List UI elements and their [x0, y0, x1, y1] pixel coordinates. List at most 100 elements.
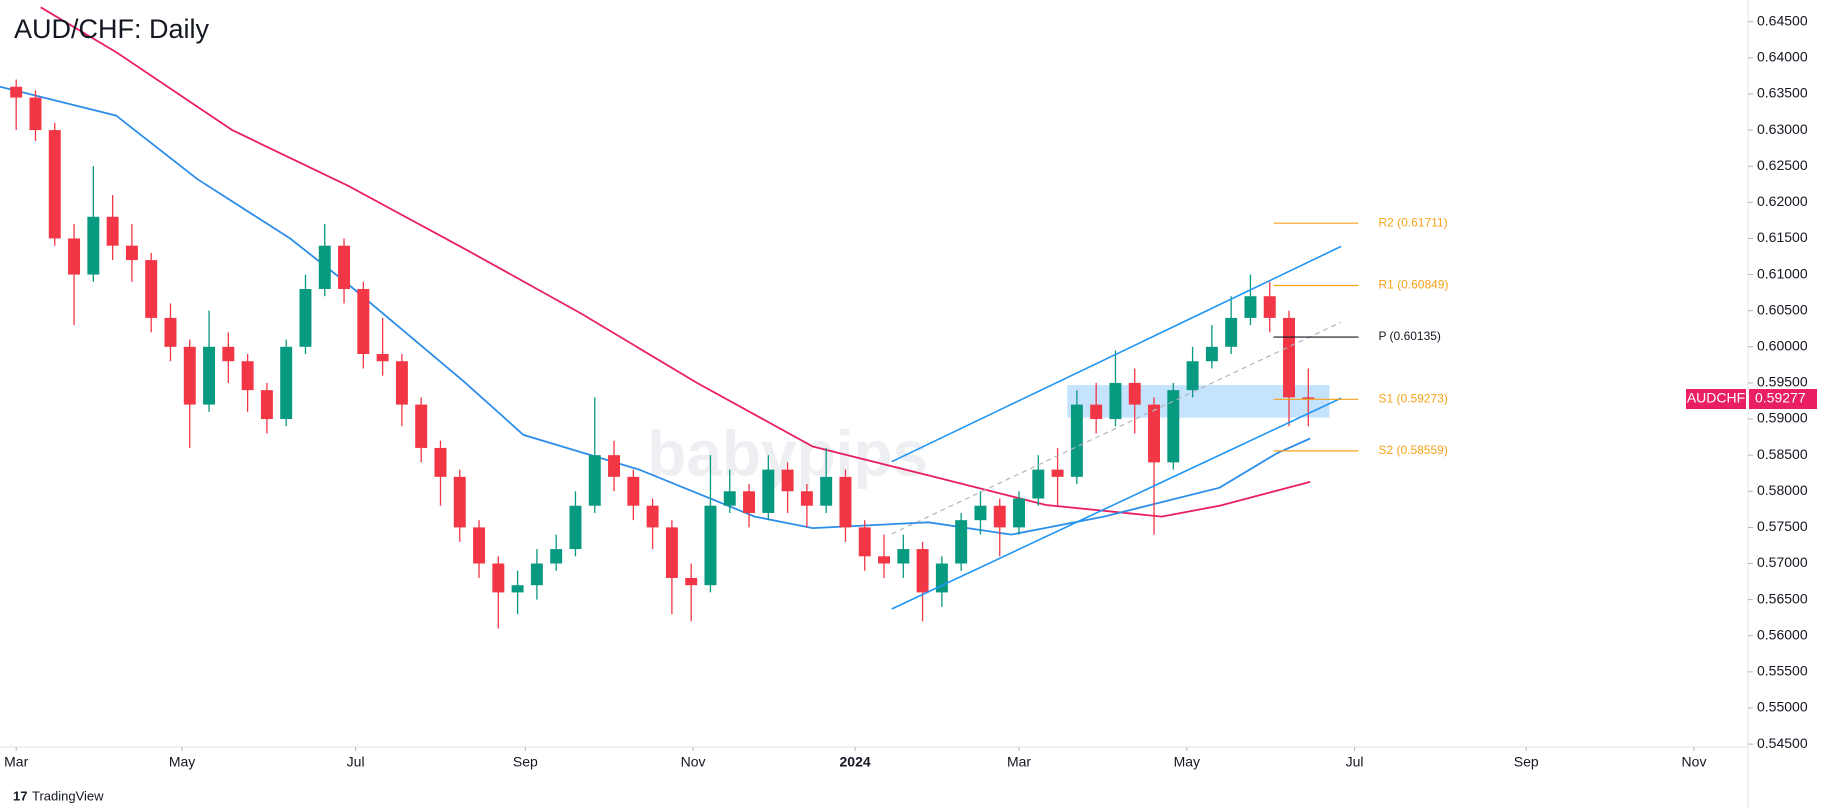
y-tick-label: 0.60000: [1757, 338, 1808, 354]
x-tick-label: Mar: [4, 754, 28, 770]
candle-body: [1263, 296, 1276, 318]
candle-body: [453, 476, 466, 528]
y-tick-label: 0.54500: [1757, 735, 1808, 751]
candle-body: [820, 476, 833, 506]
candle-body: [280, 346, 293, 420]
candle-body: [1225, 317, 1238, 347]
candle-body: [492, 563, 505, 593]
pivot-label: R1 (0.60849): [1378, 278, 1448, 292]
y-tick-label: 0.55500: [1757, 663, 1808, 679]
y-tick-label: 0.61000: [1757, 265, 1808, 281]
candle-body: [800, 491, 813, 506]
candle-body: [29, 97, 42, 131]
candle-body: [878, 556, 891, 564]
candle-body: [68, 238, 81, 275]
candle-body: [627, 476, 640, 506]
footer: TradingView: [32, 788, 104, 803]
candle-body: [743, 491, 756, 513]
candle-body: [781, 469, 794, 492]
candle-body: [955, 520, 968, 564]
candle-body: [762, 469, 775, 513]
x-tick-label: Nov: [681, 754, 706, 770]
price-tag-bg: [1749, 389, 1817, 410]
candle-body: [48, 130, 61, 239]
candle-body: [299, 289, 312, 347]
candle-body: [1070, 404, 1083, 477]
candle-body: [203, 346, 216, 405]
candle-body: [318, 245, 331, 290]
pivot-label: R2 (0.61711): [1378, 215, 1447, 229]
candle-body: [183, 346, 196, 405]
y-tick-label: 0.59500: [1757, 374, 1808, 390]
candle-body: [1148, 404, 1160, 463]
y-tick-label: 0.63500: [1757, 85, 1808, 101]
y-tick-label: 0.58500: [1757, 446, 1808, 462]
x-tick-label: May: [1174, 754, 1200, 770]
candle-body: [511, 585, 524, 593]
trendline: [891, 245, 1342, 463]
candle-body: [1051, 469, 1064, 477]
y-tick-label: 0.56500: [1757, 590, 1808, 606]
trendline: [891, 321, 1342, 535]
x-tick-label: May: [169, 754, 195, 770]
candle-body: [222, 346, 235, 362]
candle-body: [550, 549, 563, 564]
candle-body: [704, 505, 717, 586]
candle-body: [1109, 382, 1122, 420]
candle-body: [839, 476, 852, 528]
y-tick-label: 0.58000: [1757, 482, 1808, 498]
candle-body: [357, 289, 370, 355]
tv-logo: 17: [13, 788, 27, 803]
symbol-tag: AUDCHF: [1687, 390, 1745, 406]
y-tick-label: 0.59000: [1757, 410, 1808, 426]
candle-body: [106, 216, 119, 246]
y-tick-label: 0.57500: [1757, 518, 1808, 534]
candle-body: [646, 505, 659, 528]
y-tick-label: 0.57000: [1757, 554, 1808, 570]
candle-body: [1205, 346, 1218, 362]
y-tick-label: 0.55000: [1757, 699, 1808, 715]
x-tick-label: 2024: [840, 754, 871, 770]
candle-body: [1013, 498, 1026, 528]
x-tick-label: Jul: [1346, 754, 1364, 770]
candle-body: [569, 505, 582, 550]
candle-body: [1090, 404, 1103, 420]
pivot-label: S1 (0.59273): [1378, 391, 1447, 405]
y-tick-label: 0.60500: [1757, 301, 1808, 317]
candle-body: [608, 455, 621, 477]
y-tick-label: 0.61500: [1757, 229, 1808, 245]
candle-body: [338, 245, 351, 290]
candle-body: [415, 404, 428, 448]
candle-body: [530, 563, 543, 586]
symbol-tag-bg: [1686, 389, 1746, 410]
x-tick-label: Nov: [1682, 754, 1707, 770]
candle-body: [260, 390, 273, 420]
x-tick-label: Mar: [1007, 754, 1031, 770]
candle-body: [473, 527, 486, 564]
candle-body: [897, 549, 910, 564]
candle-body: [1244, 296, 1257, 318]
candle-body: [685, 577, 698, 586]
moving-average: [40, 6, 1311, 518]
pivot-label: S2 (0.58559): [1378, 443, 1447, 457]
candle-body: [1032, 469, 1045, 499]
y-tick-label: 0.56000: [1757, 626, 1808, 642]
candle-body: [376, 354, 389, 362]
candle-body: [395, 361, 408, 405]
chart-title: AUD/CHF: Daily: [14, 14, 210, 44]
y-tick-label: 0.63000: [1757, 121, 1808, 137]
candle-body: [935, 563, 948, 593]
x-tick-label: Sep: [513, 754, 538, 770]
candle-body: [588, 455, 601, 506]
y-tick-label: 0.62000: [1757, 193, 1808, 209]
price-tag: 0.59277: [1755, 390, 1806, 406]
candle-body: [241, 361, 254, 391]
y-tick-label: 0.62500: [1757, 157, 1808, 173]
x-tick-label: Jul: [347, 754, 365, 770]
pivot-label: P (0.60135): [1378, 329, 1441, 343]
candle-body: [10, 86, 23, 98]
candle-body: [974, 505, 987, 521]
